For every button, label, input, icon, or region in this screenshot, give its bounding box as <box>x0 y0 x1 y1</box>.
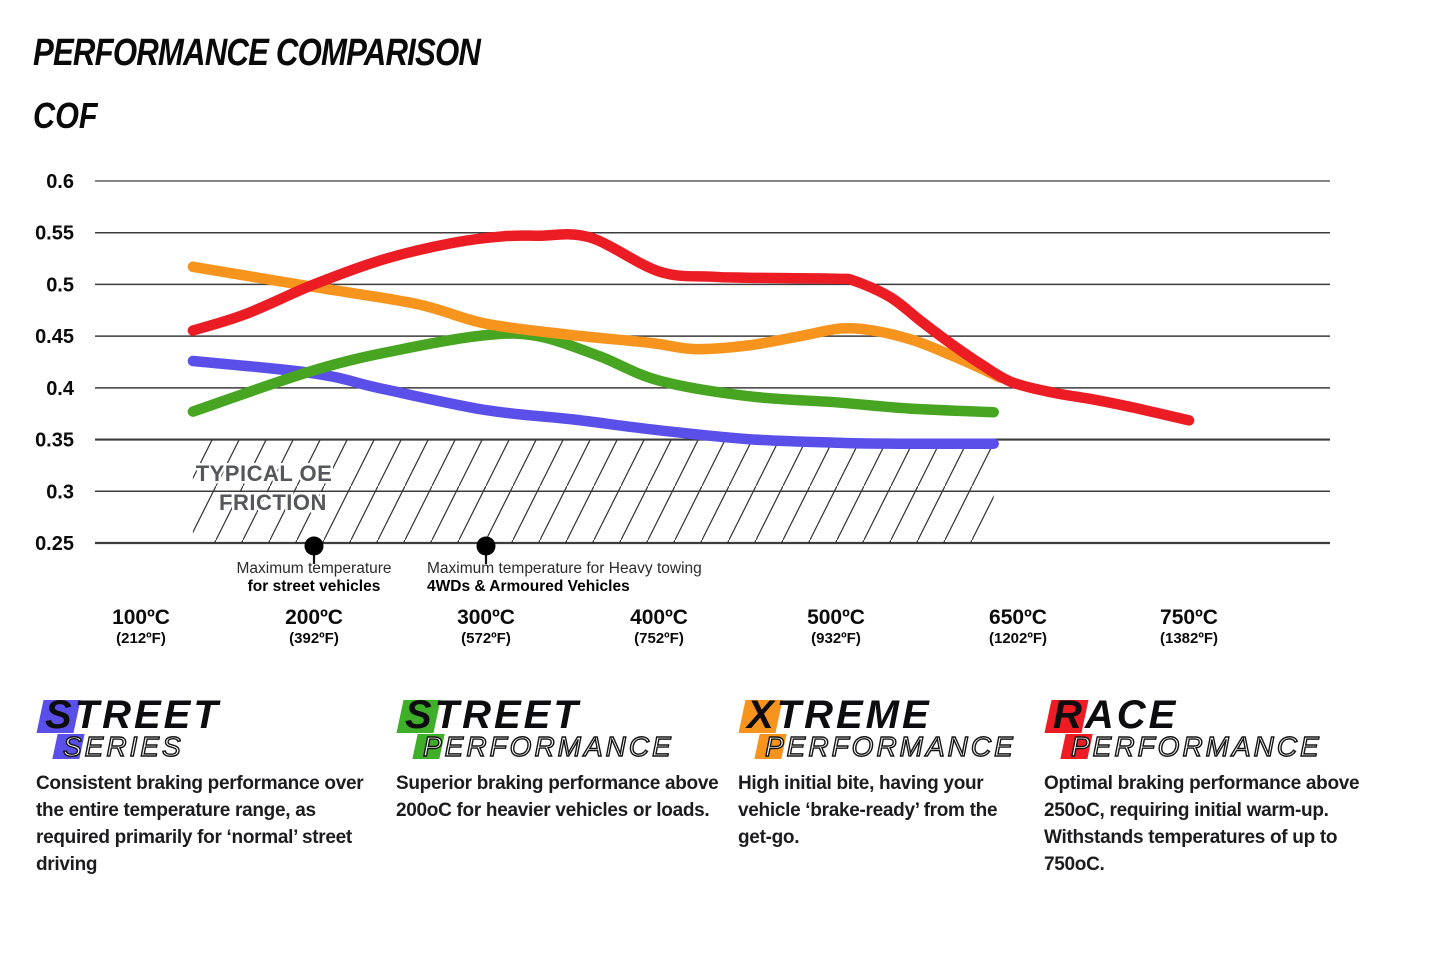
oe-friction-hatch <box>192 439 994 543</box>
typical-oe-friction-band: TYPICAL OE FRICTION <box>192 439 994 543</box>
y-tick-label-0.45: 0.45 <box>35 326 74 348</box>
logo-tile-big <box>396 700 441 733</box>
logo-subword: PERFORMANCE <box>422 731 674 762</box>
legend-street-performance: STREET PERFORMANCE Superior braking perfor… <box>396 693 726 821</box>
y-axis-title: COF <box>33 95 98 136</box>
marker-dot-300c <box>476 536 496 556</box>
legend-race-performance: RACE PERFORMANCE Optimal braking performan… <box>1044 693 1374 875</box>
race-performance-logo: RACE PERFORMANCE <box>1044 693 1374 766</box>
legend-description: Consistent braking performance over the … <box>36 773 364 875</box>
temperature-markers <box>304 536 496 564</box>
logo-subword: PERFORMANCE <box>764 731 1016 762</box>
legend-xtreme-performance: XTREME PERFORMANCE High initial bite, havi… <box>738 693 1013 848</box>
logo-tile-big <box>1044 700 1089 733</box>
oe-friction-label-line2: FRICTION <box>219 490 327 515</box>
logo-tile-small <box>754 734 787 759</box>
curve-xtreme-performance <box>187 261 1006 383</box>
y-tick-label-0.35: 0.35 <box>35 430 74 452</box>
street-series-logo: STREET SERIES <box>36 693 368 766</box>
logo-word: STREET <box>45 693 221 737</box>
y-tick-label-0.5: 0.5 <box>46 274 74 296</box>
series-curves <box>187 229 1195 450</box>
logo-tile-small <box>52 734 85 759</box>
legend-description: High initial bite, having your vehicle ‘… <box>738 773 998 848</box>
logo-tile-big <box>36 700 81 733</box>
logo-subword: PERFORMANCE <box>1070 731 1322 762</box>
logo-word: STREET <box>405 693 581 737</box>
y-tick-label-0.25: 0.25 <box>35 533 74 555</box>
logo-tile-big <box>738 700 783 733</box>
legend-description: Superior braking performance above 200oC… <box>396 773 719 821</box>
cof-line-chart: 0.6 0.55 0.5 0.45 0.4 0.35 0.3 0.25 TYPICAL OE F… <box>35 171 1330 564</box>
xtreme-performance-logo: XTREME PERFORMANCE <box>738 693 1013 766</box>
y-tick-label-0.4: 0.4 <box>46 378 75 400</box>
marker-dot-200c <box>304 536 324 556</box>
curve-street-series <box>187 355 999 450</box>
street-performance-logo: STREET PERFORMANCE <box>396 693 726 766</box>
oe-friction-label-line1: TYPICAL OE <box>196 461 333 486</box>
curve-street-performance <box>187 328 999 418</box>
page-title: PERFORMANCE COMPARISON <box>33 32 481 74</box>
logo-subword: SERIES <box>62 731 184 762</box>
logo-word: RACE <box>1053 693 1179 737</box>
legend-street-series: STREET SERIES Consistent braking performan… <box>36 693 368 875</box>
y-axis-labels: 0.6 0.55 0.5 0.45 0.4 0.35 0.3 0.25 <box>35 171 75 555</box>
logo-tile-small <box>1060 734 1093 759</box>
y-tick-label-0.3: 0.3 <box>46 481 74 503</box>
curve-race-performance <box>187 229 1195 426</box>
y-tick-label-0.55: 0.55 <box>35 223 74 245</box>
legend-description: Optimal braking performance above 250oC,… <box>1044 773 1360 875</box>
y-tick-label-0.6: 0.6 <box>46 171 74 193</box>
logo-word: XTREME <box>747 693 932 737</box>
logo-tile-small <box>412 734 445 759</box>
